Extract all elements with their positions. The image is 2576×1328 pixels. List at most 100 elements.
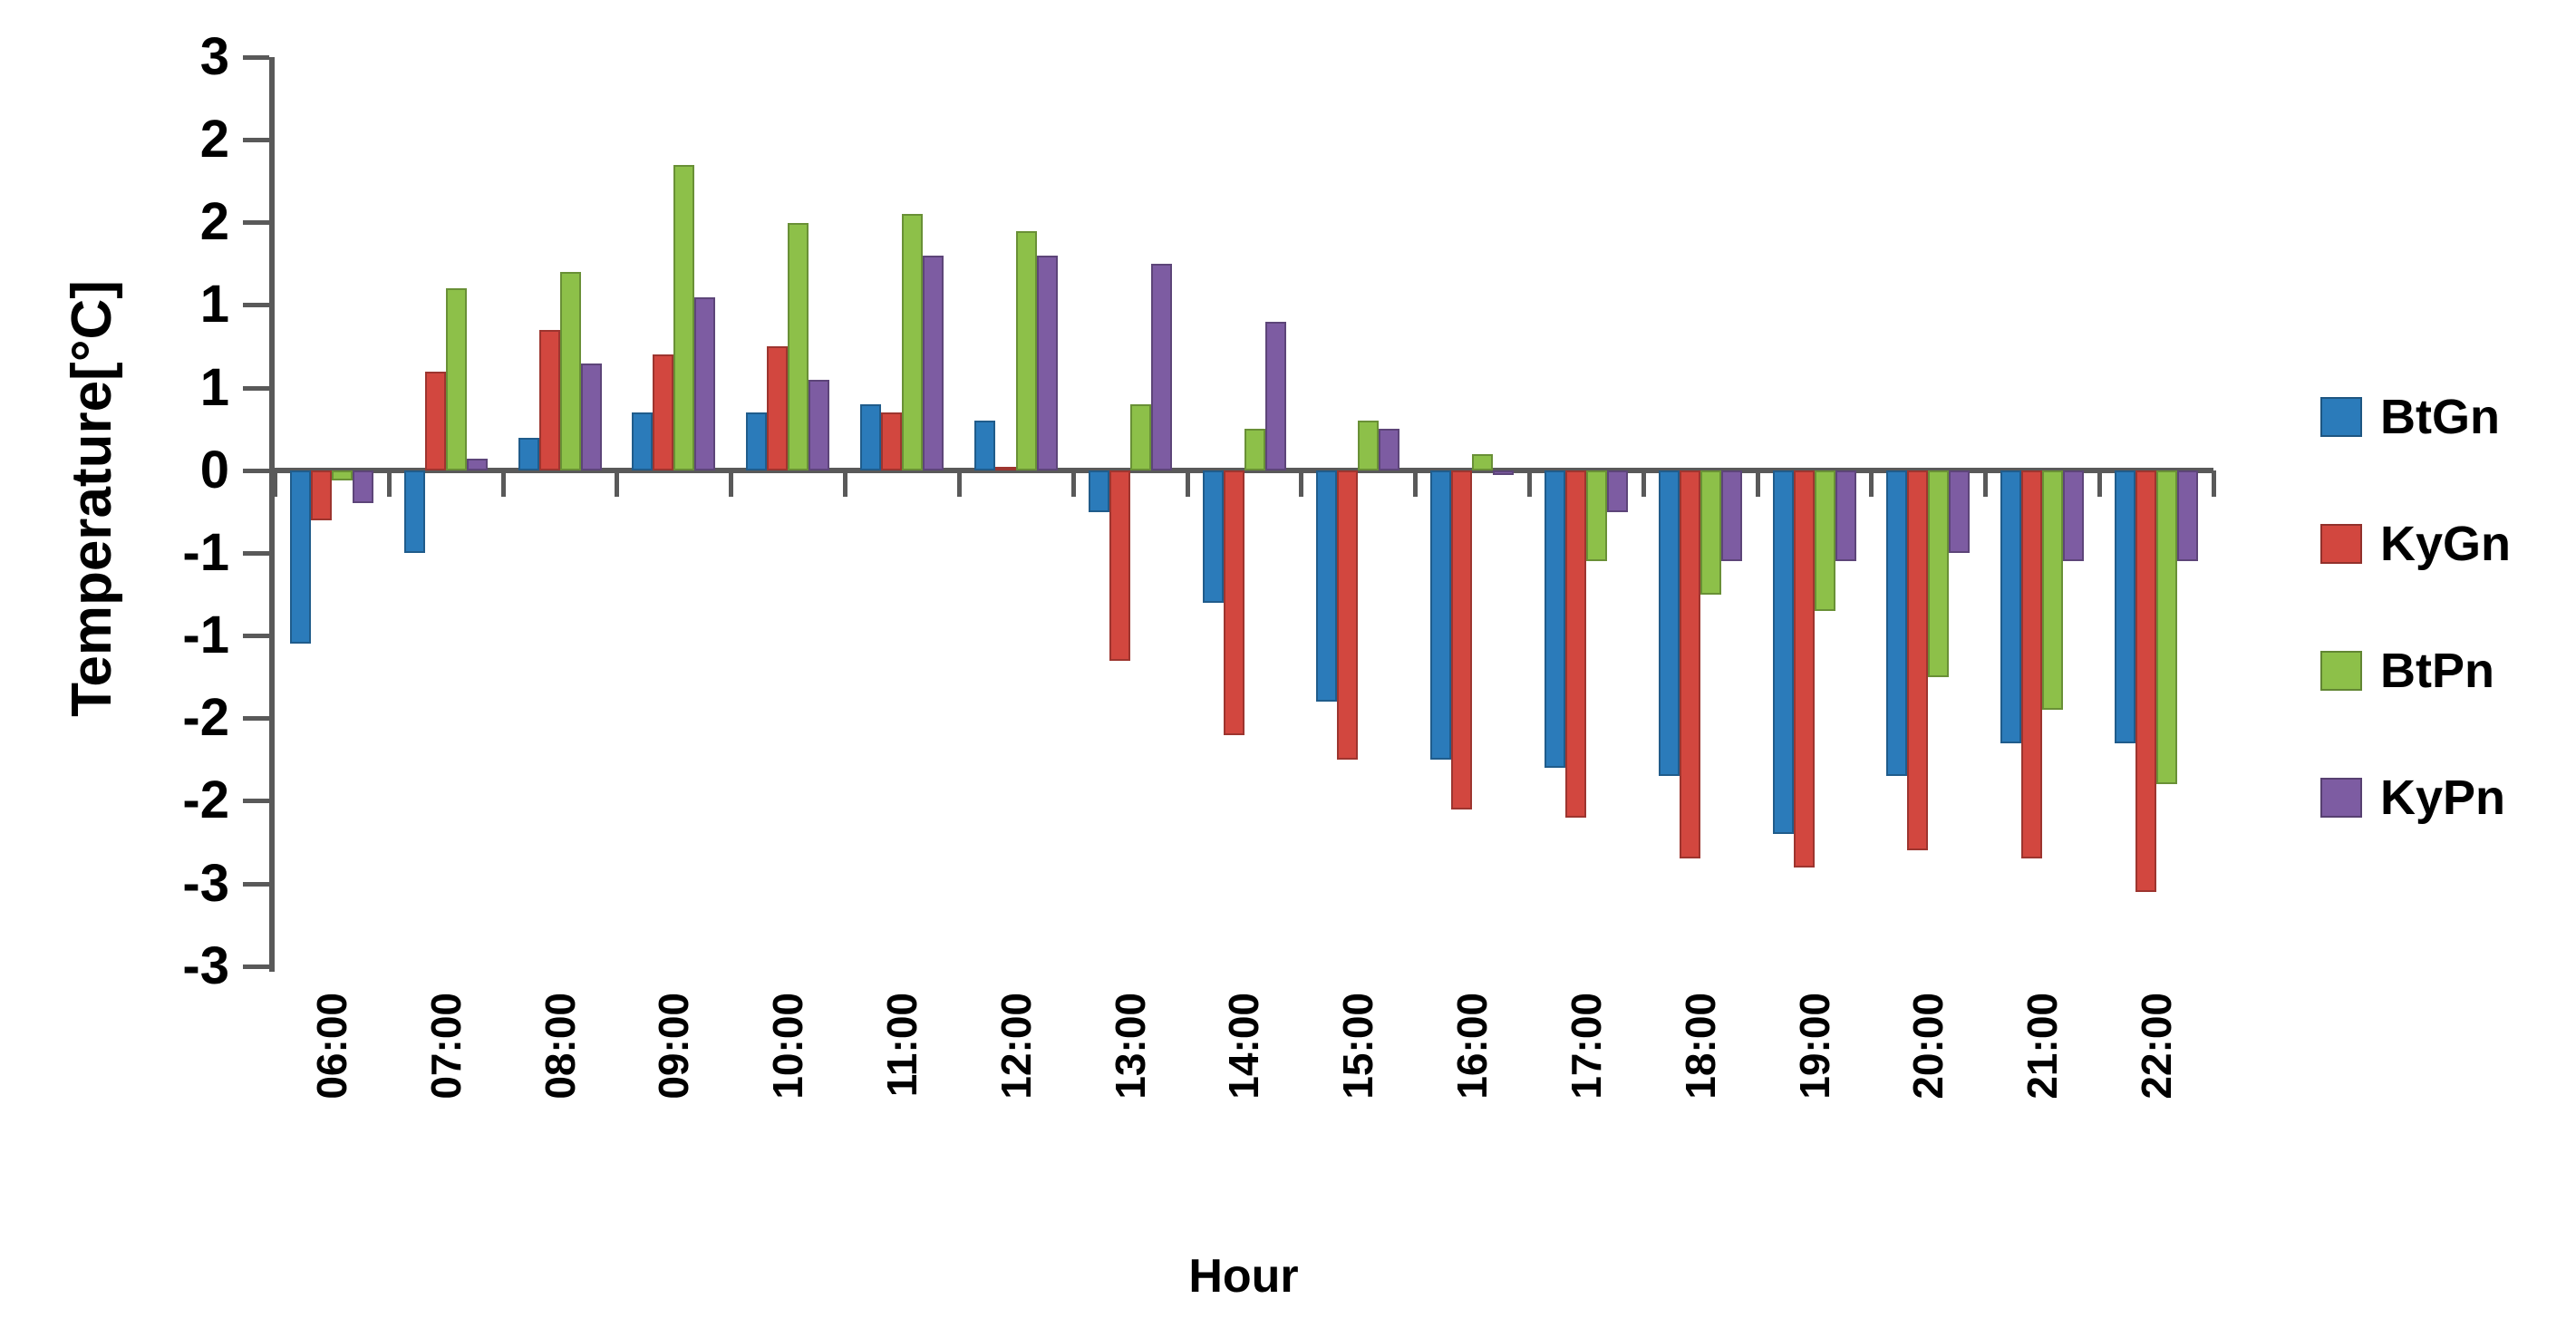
bar-BtGn-21:00: [2000, 470, 2022, 743]
y-tick-label: 1: [199, 357, 229, 417]
x-axis-title: Hour: [1188, 1250, 1299, 1303]
bar-BtGn-11:00: [860, 404, 882, 470]
legend-label-KyPn: KyPn: [2380, 771, 2506, 825]
x-tick: [1070, 470, 1076, 497]
y-tick-label: -2: [182, 771, 229, 830]
bar-BtPn-13:00: [1129, 404, 1151, 470]
legend-color-chip-KyGn: [2320, 524, 2362, 564]
bar-KyGn-21:00: [2021, 470, 2043, 859]
y-tick-label: -3: [182, 935, 229, 995]
bar-KyGn-06:00: [311, 470, 332, 520]
y-tick: [243, 385, 269, 391]
bar-KyGn-15:00: [1337, 470, 1359, 761]
bar-BtPn-07:00: [445, 288, 467, 470]
bar-KyGn-09:00: [653, 354, 674, 470]
bar-BtPn-22:00: [2156, 470, 2178, 785]
x-tick: [1185, 470, 1190, 497]
bar-KyPn-13:00: [1150, 264, 1172, 470]
x-category-label: 17:00: [1562, 993, 1610, 1100]
x-tick: [386, 470, 392, 497]
bar-KyPn-22:00: [2177, 470, 2199, 562]
bar-BtGn-07:00: [403, 470, 425, 554]
x-tick: [1983, 470, 1989, 497]
bar-BtGn-06:00: [290, 470, 311, 645]
bar-BtPn-14:00: [1244, 429, 1265, 470]
bar-KyPn-21:00: [2063, 470, 2085, 562]
bar-KyGn-19:00: [1793, 470, 1815, 868]
y-axis-line: [269, 57, 275, 972]
bar-BtPn-21:00: [2042, 470, 2064, 711]
bar-KyGn-16:00: [1451, 470, 1473, 809]
bar-KyPn-20:00: [1949, 470, 1971, 554]
x-tick: [1869, 470, 1874, 497]
bar-BtPn-12:00: [1015, 230, 1037, 470]
bar-BtGn-19:00: [1772, 470, 1794, 835]
bar-BtPn-08:00: [559, 272, 581, 470]
x-category-label: 11:00: [878, 993, 925, 1098]
bar-BtPn-20:00: [1928, 470, 1950, 677]
y-tick: [243, 138, 269, 143]
x-category-label: 21:00: [2019, 993, 2067, 1100]
x-category-label: 16:00: [1448, 993, 1496, 1100]
y-tick: [243, 964, 269, 969]
bar-KyGn-20:00: [1907, 470, 1929, 851]
bar-BtPn-16:00: [1472, 453, 1494, 470]
y-tick: [243, 550, 269, 556]
bar-KyPn-07:00: [466, 459, 488, 470]
y-tick: [243, 468, 269, 473]
legend-color-chip-KyPn: [2320, 778, 2362, 818]
bar-KyGn-12:00: [994, 467, 1016, 471]
y-tick: [243, 881, 269, 887]
x-tick: [1641, 470, 1646, 497]
y-tick: [243, 303, 269, 308]
x-tick: [2097, 470, 2103, 497]
bar-BtPn-17:00: [1586, 470, 1608, 562]
x-category-label: 06:00: [307, 993, 355, 1100]
bar-KyGn-13:00: [1109, 470, 1130, 661]
y-tick-label: 0: [199, 440, 229, 499]
bar-KyPn-17:00: [1607, 470, 1629, 512]
bar-BtGn-09:00: [632, 412, 654, 470]
bar-KyGn-18:00: [1679, 470, 1700, 859]
y-tick-label: 3: [199, 27, 229, 86]
x-category-label: 07:00: [421, 993, 470, 1100]
bar-KyGn-07:00: [424, 371, 446, 470]
x-tick: [500, 470, 506, 497]
bar-KyPn-14:00: [1264, 321, 1286, 470]
y-tick-label: 2: [199, 110, 229, 170]
bar-KyPn-11:00: [923, 256, 944, 470]
bar-BtGn-08:00: [518, 437, 539, 470]
bar-BtPn-06:00: [332, 470, 353, 480]
x-category-label: 20:00: [1904, 993, 1952, 1100]
x-category-label: 19:00: [1790, 993, 1838, 1100]
y-tick: [243, 55, 269, 60]
bar-BtPn-19:00: [1814, 470, 1835, 611]
bar-BtPn-09:00: [673, 164, 695, 470]
bar-KyPn-12:00: [1036, 256, 1058, 470]
legend-color-chip-BtGn: [2320, 397, 2362, 437]
x-category-label: 09:00: [650, 993, 698, 1100]
bar-KyPn-16:00: [1493, 470, 1515, 476]
bar-BtGn-17:00: [1545, 470, 1566, 769]
bar-BtGn-22:00: [2115, 470, 2136, 743]
bar-BtGn-14:00: [1202, 470, 1224, 603]
y-tick-label: 1: [199, 275, 229, 334]
bar-BtGn-13:00: [1088, 470, 1109, 512]
legend-label-BtGn: BtGn: [2380, 390, 2500, 444]
y-tick: [243, 716, 269, 722]
x-category-label: 22:00: [2133, 993, 2181, 1100]
x-tick: [843, 470, 848, 497]
x-tick: [1299, 470, 1304, 497]
x-tick: [615, 470, 620, 497]
y-tick: [243, 634, 269, 639]
x-tick: [956, 470, 962, 497]
x-tick: [273, 470, 277, 497]
x-category-label: 12:00: [992, 993, 1040, 1100]
bar-KyGn-17:00: [1565, 470, 1587, 818]
bar-BtGn-12:00: [973, 421, 995, 470]
bar-KyGn-14:00: [1223, 470, 1244, 735]
bar-BtGn-20:00: [1886, 470, 1908, 777]
x-tick: [1755, 470, 1760, 497]
bar-BtPn-18:00: [1700, 470, 1721, 595]
bar-KyGn-11:00: [881, 412, 903, 470]
